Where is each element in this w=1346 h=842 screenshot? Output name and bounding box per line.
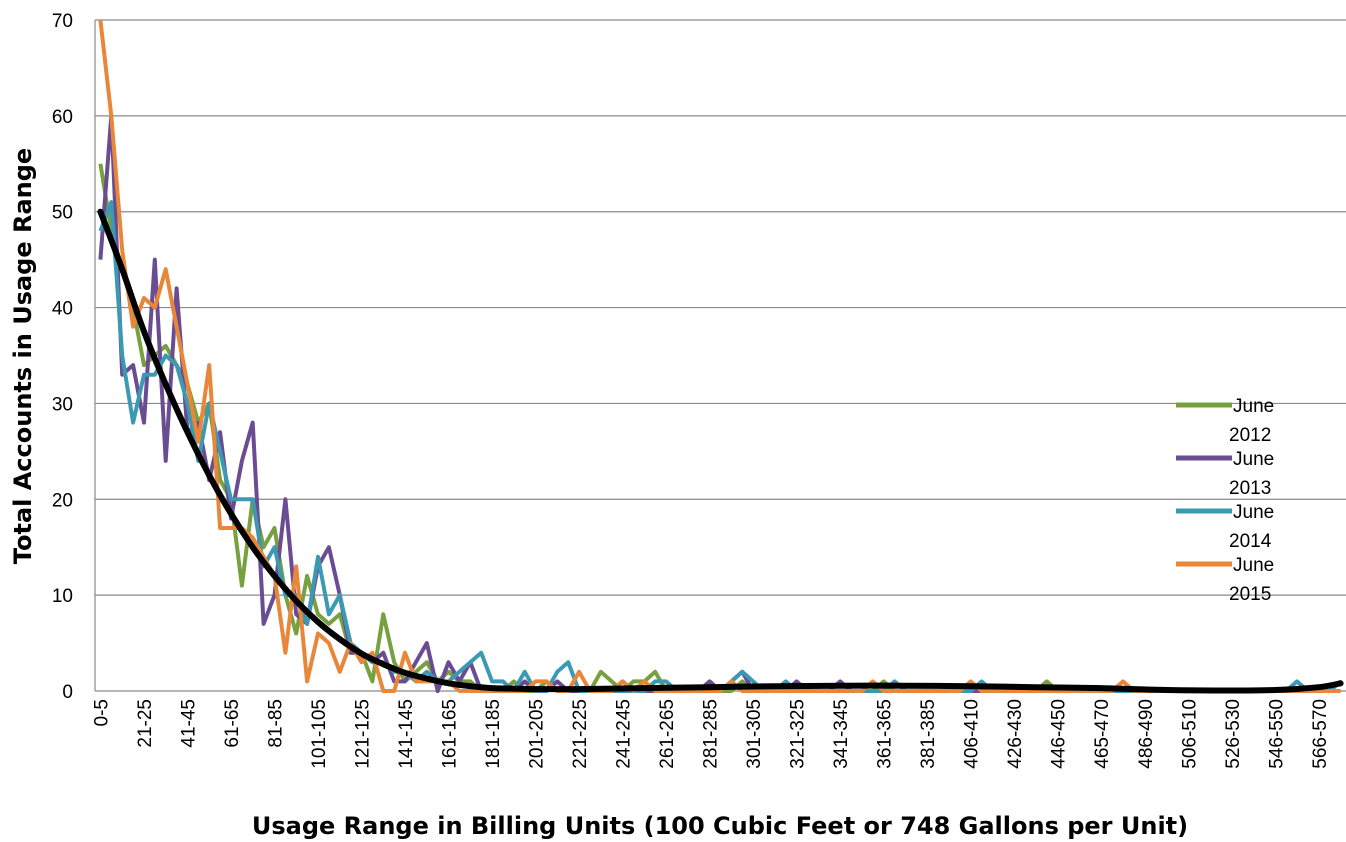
x-axis-ticks: 0-5 21-25 41-45 61-65 81-85 101-105 121-125 141… xyxy=(91,699,1330,769)
x-tick-label: 161-165 xyxy=(440,699,461,769)
x-tick-label: 61-65 xyxy=(222,699,243,748)
legend-label-year: 2013 xyxy=(1229,478,1271,499)
x-tick-label: 361-365 xyxy=(875,699,896,769)
x-tick-label: 341-345 xyxy=(831,699,852,769)
legend-label-year: 2012 xyxy=(1229,425,1271,446)
x-tick-label: 81-85 xyxy=(265,699,286,748)
x-tick-label: 321-325 xyxy=(788,699,809,769)
x-tick-label: 21-25 xyxy=(135,699,156,748)
x-tick-label: 486-490 xyxy=(1136,699,1157,769)
y-tick-label: 0 xyxy=(62,682,73,703)
legend-label: June xyxy=(1233,502,1274,523)
legend: June 2012 June 2013 June 2014 June 2015 xyxy=(1176,396,1274,605)
x-tick-label: 141-145 xyxy=(396,699,417,769)
legend-label-year: 2015 xyxy=(1229,584,1271,605)
x-tick-label: 41-45 xyxy=(178,699,199,748)
trendline xyxy=(97,208,1344,694)
series-line-june-2014 xyxy=(98,200,1342,693)
y-axis-ticks: 0 10 20 30 40 50 60 70 xyxy=(52,11,73,703)
legend-label: June xyxy=(1233,555,1274,576)
y-tick-label: 30 xyxy=(52,394,73,415)
series-line-june-2012 xyxy=(98,163,1341,693)
x-tick-label: 241-245 xyxy=(614,699,635,769)
x-axis-title: Usage Range in Billing Units (100 Cubic … xyxy=(252,812,1188,840)
x-tick-label: 181-185 xyxy=(483,699,504,769)
x-tick-label: 426-430 xyxy=(1005,699,1026,769)
legend-label: June xyxy=(1233,449,1274,470)
y-tick-label: 50 xyxy=(52,203,73,224)
x-tick-label: 446-450 xyxy=(1049,699,1070,769)
x-tick-label: 566-570 xyxy=(1310,699,1331,769)
x-tick-label: 121-125 xyxy=(353,699,374,769)
x-tick-label: 281-285 xyxy=(701,699,722,769)
legend-label-year: 2014 xyxy=(1229,531,1272,552)
x-tick-label: 546-550 xyxy=(1266,699,1287,769)
x-tick-label: 221-225 xyxy=(570,699,591,769)
x-tick-label: 381-385 xyxy=(918,699,939,769)
y-tick-label: 10 xyxy=(52,586,73,607)
y-tick-label: 40 xyxy=(52,299,73,320)
x-tick-label: 261-265 xyxy=(657,699,678,769)
x-tick-label: 465-470 xyxy=(1092,699,1113,769)
x-tick-label: 301-305 xyxy=(744,699,765,769)
x-tick-label: 101-105 xyxy=(309,699,330,769)
gridlines xyxy=(95,19,1346,596)
x-tick-label: 506-510 xyxy=(1179,699,1200,769)
x-tick-label: 406-410 xyxy=(962,699,983,769)
y-tick-label: 70 xyxy=(52,11,73,32)
x-tick-label: 201-205 xyxy=(527,699,548,769)
y-tick-label: 60 xyxy=(52,107,73,128)
y-tick-label: 20 xyxy=(52,490,73,511)
x-tick-label: 526-530 xyxy=(1223,699,1244,769)
x-tick-label: 0-5 xyxy=(91,699,112,726)
legend-label: June xyxy=(1233,396,1274,417)
y-axis-title: Total Accounts in Usage Range xyxy=(9,148,37,564)
